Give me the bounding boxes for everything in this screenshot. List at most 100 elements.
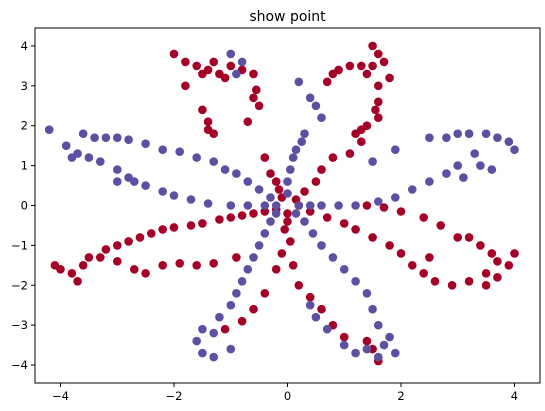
scatter-point: [249, 253, 258, 262]
scatter-point: [237, 211, 247, 220]
scatter-point: [328, 69, 338, 79]
scatter-point: [371, 105, 380, 115]
scatter-point: [186, 195, 196, 204]
scatter-point: [249, 69, 258, 79]
scatter-point: [280, 225, 290, 234]
scatter-point: [283, 217, 292, 226]
scatter-point: [476, 161, 485, 170]
chart-title: show point: [249, 9, 326, 25]
scatter-point: [271, 265, 281, 274]
scatter-point: [464, 129, 474, 138]
scatter-point: [396, 207, 406, 216]
scatter-point: [260, 207, 270, 216]
scatter-point: [374, 49, 383, 59]
scatter-point: [328, 253, 338, 262]
plot-frame: [34, 27, 541, 384]
scatter-point: [260, 201, 270, 210]
y-axis: −4 −3 −2 −1 0 1 2 3 4: [11, 39, 35, 372]
scatter-point: [339, 340, 349, 350]
scatter-point: [209, 259, 218, 268]
scatter-point: [459, 173, 468, 182]
scatter-point: [385, 332, 394, 342]
scatter-point: [96, 157, 105, 166]
scatter-point: [220, 73, 230, 83]
scatter-point: [430, 277, 440, 286]
scatter-point: [374, 97, 383, 107]
scatter-point: [510, 249, 519, 258]
y-tick-label: 2: [21, 119, 28, 133]
scatter-point: [175, 147, 184, 156]
scatter-point: [237, 57, 247, 67]
scatter-point: [510, 145, 519, 154]
scatter-point: [113, 241, 122, 250]
scatter-point: [385, 241, 394, 250]
scatter-point: [351, 277, 360, 286]
scatter-point: [447, 281, 457, 290]
scatter-point: [328, 153, 338, 162]
scatter-point: [198, 324, 207, 334]
scatter-point: [141, 269, 150, 278]
scatter-point: [84, 253, 94, 262]
scatter-point: [249, 93, 258, 103]
scatter-point: [271, 177, 281, 186]
scatter-point: [425, 133, 434, 142]
scatter-point: [374, 320, 383, 330]
scatter-point: [169, 49, 179, 59]
x-tick-label: −2: [166, 389, 183, 403]
scatter-point: [124, 237, 133, 246]
scatter-point: [487, 249, 497, 258]
scatter-point: [67, 269, 77, 278]
scatter-point: [283, 189, 292, 198]
scatter-point: [237, 277, 247, 286]
scatter-point: [351, 129, 360, 138]
scatter-point: [476, 241, 485, 250]
scatter-point: [305, 300, 315, 310]
scatter-point: [453, 129, 463, 138]
y-tick-label: −3: [11, 318, 28, 332]
scatter-point: [254, 101, 264, 111]
scatter-point: [357, 137, 366, 146]
scatter-point: [67, 153, 77, 162]
scatter-point: [442, 169, 451, 178]
scatter-point: [101, 245, 111, 254]
scatter-point: [470, 149, 480, 158]
y-tick-label: 0: [21, 199, 28, 213]
scatter-point: [243, 265, 253, 274]
scatter-point: [175, 259, 184, 268]
scatter-point: [311, 177, 321, 186]
scatter-point: [408, 261, 417, 270]
scatter-point: [464, 233, 474, 242]
scatter-point: [425, 253, 434, 262]
scatter-point: [96, 253, 105, 262]
scatter-point: [294, 281, 304, 290]
scatter-point: [339, 265, 349, 274]
scatter-point: [266, 193, 275, 202]
scatter-point: [243, 201, 253, 210]
scatter-point: [198, 348, 207, 358]
scatter-point: [220, 165, 230, 174]
scatter-point: [504, 137, 514, 146]
scatter-point: [305, 292, 315, 302]
scatter-point: [305, 207, 315, 216]
scatter-point: [158, 261, 167, 270]
scatter-point: [198, 105, 207, 115]
scatter-point: [286, 165, 295, 174]
scatter-point: [266, 217, 275, 226]
scatter-point: [192, 261, 201, 270]
scatter-point: [169, 223, 179, 232]
scatter-point: [113, 165, 122, 174]
y-tick-label: 3: [21, 79, 28, 93]
scatter-point: [487, 165, 497, 174]
scatter-point: [305, 201, 315, 210]
scatter-point: [158, 225, 167, 234]
scatter-point: [271, 209, 281, 218]
scatter-point: [209, 352, 218, 362]
scatter-point: [203, 117, 213, 126]
scatter-point: [345, 61, 355, 71]
scatter-point: [291, 209, 301, 218]
scatter-point: [368, 233, 377, 242]
scatter-point: [368, 61, 377, 71]
scatter-point: [158, 187, 167, 196]
scatter-point: [130, 177, 139, 186]
